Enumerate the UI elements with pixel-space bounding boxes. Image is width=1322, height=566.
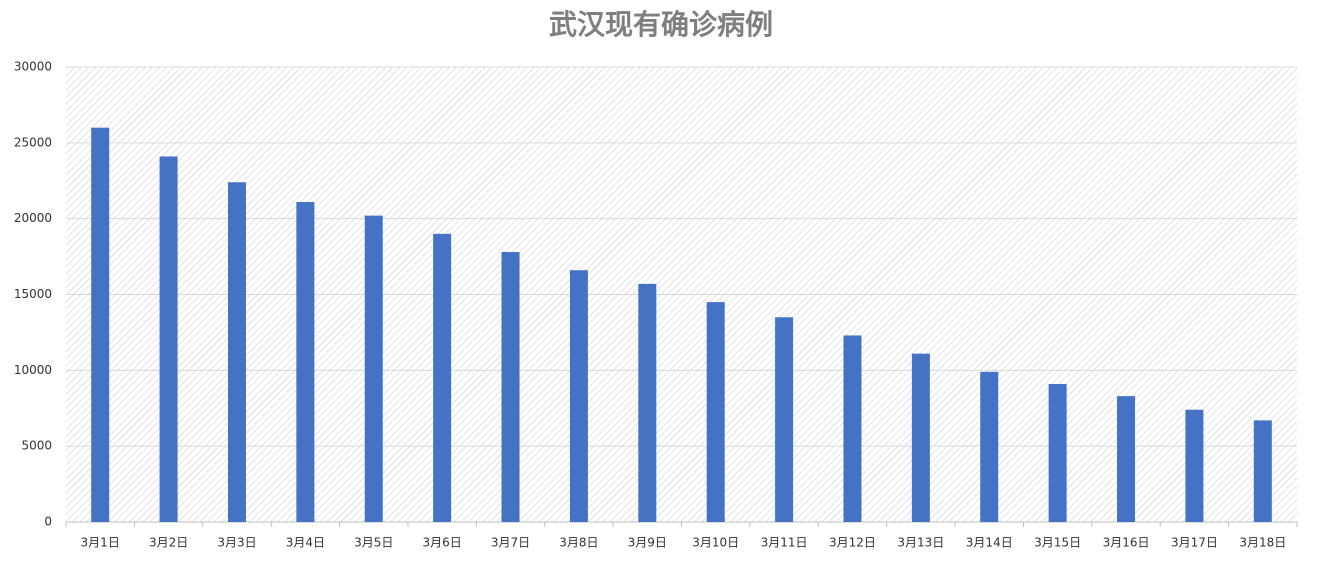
x-tick-label: 3月9日	[628, 536, 667, 550]
bar	[911, 353, 930, 522]
bar	[980, 371, 999, 522]
y-tick-label: 10000	[14, 363, 52, 377]
bar	[364, 215, 383, 522]
x-tick-label: 3月14日	[966, 536, 1013, 550]
bar	[159, 156, 178, 522]
bar	[501, 252, 520, 523]
bar	[706, 302, 725, 522]
x-tick-label: 3月2日	[149, 536, 188, 550]
x-tick-label: 3月18日	[1239, 536, 1286, 550]
x-tick-label: 3月17日	[1171, 536, 1218, 550]
y-tick-label: 30000	[14, 60, 52, 74]
bar	[1253, 420, 1272, 522]
x-tick-label: 3月10日	[692, 536, 739, 550]
bar	[569, 270, 588, 522]
bar	[1117, 396, 1136, 522]
x-tick-label: 3月12日	[829, 536, 876, 550]
x-tick-label: 3月1日	[81, 536, 120, 550]
y-tick-label: 25000	[14, 135, 52, 149]
x-tick-label: 3月3日	[217, 536, 256, 550]
x-tick-label: 3月11日	[761, 536, 808, 550]
bar	[1048, 383, 1067, 522]
x-tick-label: 3月7日	[491, 536, 530, 550]
y-tick-label: 5000	[21, 439, 52, 453]
bar	[775, 317, 794, 522]
x-tick-label: 3月5日	[354, 536, 393, 550]
x-tick-label: 3月4日	[286, 536, 325, 550]
bar	[1185, 409, 1204, 522]
x-tick-label: 3月16日	[1103, 536, 1150, 550]
bar	[296, 201, 315, 522]
bar	[433, 233, 452, 523]
x-tick-label: 3月15日	[1034, 536, 1081, 550]
y-tick-label: 20000	[14, 211, 52, 225]
x-tick-label: 3月6日	[422, 536, 461, 550]
chart-title: 武汉现有确诊病例	[549, 8, 773, 41]
bar	[843, 335, 862, 522]
bar	[91, 127, 110, 523]
y-tick-label: 0	[44, 515, 52, 529]
y-tick-label: 15000	[14, 287, 52, 301]
bar	[227, 182, 246, 522]
bar	[638, 283, 657, 522]
x-tick-label: 3月8日	[559, 536, 598, 550]
x-tick-label: 3月13日	[897, 536, 944, 550]
